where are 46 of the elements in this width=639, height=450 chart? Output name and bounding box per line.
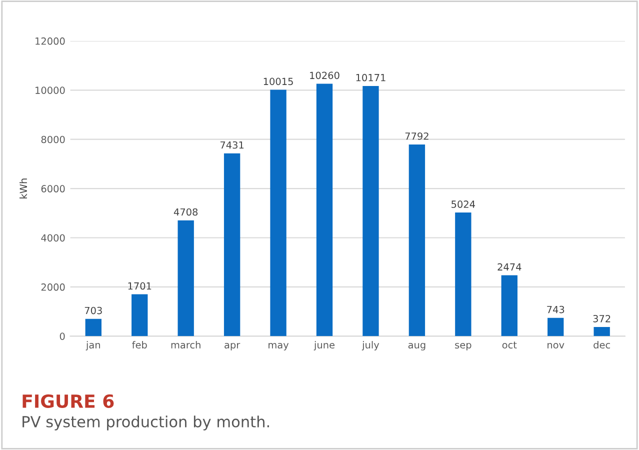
- bar: [178, 220, 194, 336]
- bar: [548, 318, 564, 336]
- bar: [270, 90, 286, 336]
- x-tick-label: oct: [502, 342, 517, 349]
- data-label: 743: [547, 306, 564, 314]
- x-tick-label: june: [314, 341, 334, 350]
- bar: [408, 144, 426, 336]
- data-label: 10015: [264, 78, 293, 86]
- y-axis-title: kWh: [20, 178, 27, 198]
- data-label: 1701: [128, 282, 152, 290]
- y-tick-label: 4000: [41, 234, 65, 242]
- y-tick-label: 12000: [36, 37, 65, 45]
- y-tick-label: 2000: [41, 283, 65, 291]
- data-label: 10171: [356, 74, 386, 82]
- bar: [316, 84, 333, 336]
- bar: [224, 153, 240, 336]
- bar: [455, 212, 472, 336]
- x-tick-label: march: [171, 341, 200, 349]
- x-tick-label: july: [362, 341, 380, 350]
- bar: [594, 327, 610, 336]
- x-tick-label: may: [268, 342, 289, 350]
- x-tick-label: jan: [86, 341, 100, 350]
- y-tick-label: 8000: [41, 136, 65, 144]
- text: PV system production by month.: [22, 416, 269, 430]
- x-tick-label: aug: [408, 342, 426, 350]
- x-tick-label: dec: [594, 341, 610, 349]
- x-tick-label: nov: [548, 342, 564, 349]
- data-label: 7792: [405, 132, 428, 140]
- bar: [501, 275, 518, 336]
- data-label: 7431: [220, 141, 244, 149]
- y-tick-label: 0: [60, 332, 65, 340]
- bar: [132, 294, 148, 336]
- y-tick-label: 6000: [41, 185, 65, 192]
- data-label: 10260: [310, 72, 340, 80]
- y-tick-label: 10000: [36, 86, 65, 94]
- data-label: 2474: [498, 263, 522, 270]
- data-label: 703: [84, 306, 102, 314]
- x-tick-label: apr: [224, 342, 240, 350]
- bar: [362, 86, 379, 336]
- data-label: 372: [593, 314, 610, 322]
- data-label: 4708: [174, 208, 198, 216]
- x-tick-label: sep: [455, 342, 472, 350]
- caption: FIGURE 6: [22, 394, 114, 408]
- bar: [85, 318, 102, 336]
- data-label: 5024: [452, 200, 475, 208]
- x-tick-label: feb: [132, 341, 147, 349]
